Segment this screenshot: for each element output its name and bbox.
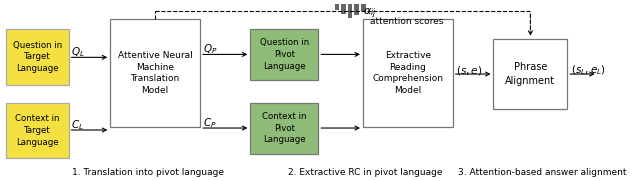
Text: $C_L$: $C_L$ (72, 118, 84, 132)
Text: $(s_L, e_L)$: $(s_L, e_L)$ (571, 63, 606, 77)
Text: Question in
Pivot
Language: Question in Pivot Language (260, 38, 309, 71)
Text: attention scores: attention scores (371, 17, 444, 26)
Bar (6, 102, 68, 158)
Bar (250, 102, 319, 153)
Bar (6, 29, 68, 85)
Text: $Q_P$: $Q_P$ (203, 43, 218, 56)
Bar (355, 4, 359, 15)
Bar (348, 4, 353, 18)
Text: Attentive Neural
Machine
Translation
Model: Attentive Neural Machine Translation Mod… (118, 51, 193, 95)
Bar (341, 4, 346, 14)
Text: $C_P$: $C_P$ (203, 116, 216, 130)
Bar (110, 19, 200, 127)
Text: $Q_L$: $Q_L$ (72, 46, 85, 59)
Text: Context in
Pivot
Language: Context in Pivot Language (262, 112, 307, 144)
Text: 1. Translation into pivot language: 1. Translation into pivot language (72, 168, 224, 177)
Bar (250, 29, 319, 80)
Text: Question in
Target
Language: Question in Target Language (13, 41, 62, 73)
Bar (335, 4, 339, 10)
Bar (363, 19, 453, 127)
Bar (493, 39, 567, 109)
Text: Phrase
Alignment: Phrase Alignment (506, 62, 556, 86)
Text: Context in
Target
Language: Context in Target Language (15, 114, 60, 147)
Text: $(s, e)$: $(s, e)$ (456, 64, 482, 77)
Text: Extractive
Reading
Comprehension
Model: Extractive Reading Comprehension Model (372, 51, 444, 95)
Bar (361, 4, 365, 11)
Text: 2. Extractive RC in pivot language: 2. Extractive RC in pivot language (289, 168, 443, 177)
Text: 3. Attention-based answer alignment: 3. Attention-based answer alignment (458, 168, 627, 177)
Text: $\alpha_{ij}$: $\alpha_{ij}$ (363, 6, 376, 21)
